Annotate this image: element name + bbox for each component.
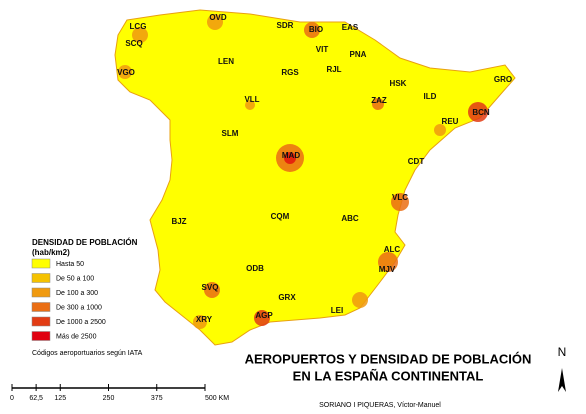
north-label: N [558,345,567,359]
airport-code: VIT [316,45,329,54]
airport-code: XRY [196,315,213,324]
legend-swatch [31,273,51,283]
scale-label: 125 [54,395,66,402]
legend-label: De 50 a 100 [56,275,94,282]
north-arrow [558,368,566,392]
airport-code: PNA [350,50,367,59]
legend-label: Más de 2500 [56,333,97,340]
airport-code: GRO [494,75,512,84]
legend-title: DENSIDAD DE POBLACIÓN [32,238,138,247]
legend-title: (hab/km2) [32,248,70,257]
legend-swatch [31,331,51,341]
legend-label: De 300 a 1000 [56,304,102,311]
scale-bar: 0 62,5 125 250 375 500 KM [10,384,229,402]
legend-label: De 1000 a 2500 [56,319,106,326]
airport-code: BJZ [171,217,186,226]
airport-code: LCG [130,22,147,31]
legend: Hasta 50 De 50 a 100 De 100 a 300 De 300 a … [31,258,106,341]
airport-code: LEI [331,306,343,315]
legend-label: Hasta 50 [56,261,84,268]
airport-code: HSK [390,79,407,88]
airport-code: SDR [277,21,294,30]
note: Códigos aeroportuarios según IATA [32,350,143,357]
scale-label: 250 [103,395,115,402]
scale-label: 62,5 [29,395,43,402]
scale-label: 375 [151,395,163,402]
airport-code: BIO [309,25,323,34]
airport-code: VLL [244,95,259,104]
airport-code: ILD [424,92,437,101]
airport-code: SCQ [125,39,142,48]
airport-code: SLM [222,129,239,138]
airport-code: ALC [384,245,401,254]
airport-code: EAS [342,23,359,32]
airport-code: GRX [278,293,296,302]
airport-code: VLC [392,193,408,202]
author: SORIANO I PIQUERAS, Víctor-Manuel [319,402,441,409]
airport-code: CDT [408,157,425,166]
airport-code: RJL [326,65,341,74]
density-blobs [118,14,488,329]
airport-code: ODB [246,264,264,273]
airport-code: ZAZ [371,96,387,105]
legend-swatch [31,302,51,312]
scale-label: 0 [10,395,14,402]
scale-label: 500 KM [205,395,229,402]
airport-code: REU [442,117,459,126]
legend-swatch [31,287,51,298]
airport-code: MAD [282,151,300,160]
legend-swatch [31,258,51,269]
airport-code: VGO [117,68,135,77]
airport-code: MJV [379,265,396,274]
airport-code: LEN [218,57,234,66]
airport-labels: LCG OVD SDR BIO EAS SCQ VIT PNA LEN VGO RJL RGS HSK G… [117,13,512,324]
map-title: EN LA ESPAÑA CONTINENTAL [293,368,484,383]
airport-code: SVQ [202,283,219,292]
airport-code: RGS [281,68,299,77]
legend-swatch [31,316,51,327]
spain-map [114,9,516,346]
airport-code: BCN [472,108,490,117]
map-title: AEROPUERTOS Y DENSIDAD DE POBLACIÓN [245,351,532,366]
airport-code: OVD [209,13,227,22]
airport-code: ABC [341,214,359,223]
airport-code: AGP [255,311,273,320]
legend-label: De 100 a 300 [56,290,98,297]
airport-code: CQM [271,212,290,221]
